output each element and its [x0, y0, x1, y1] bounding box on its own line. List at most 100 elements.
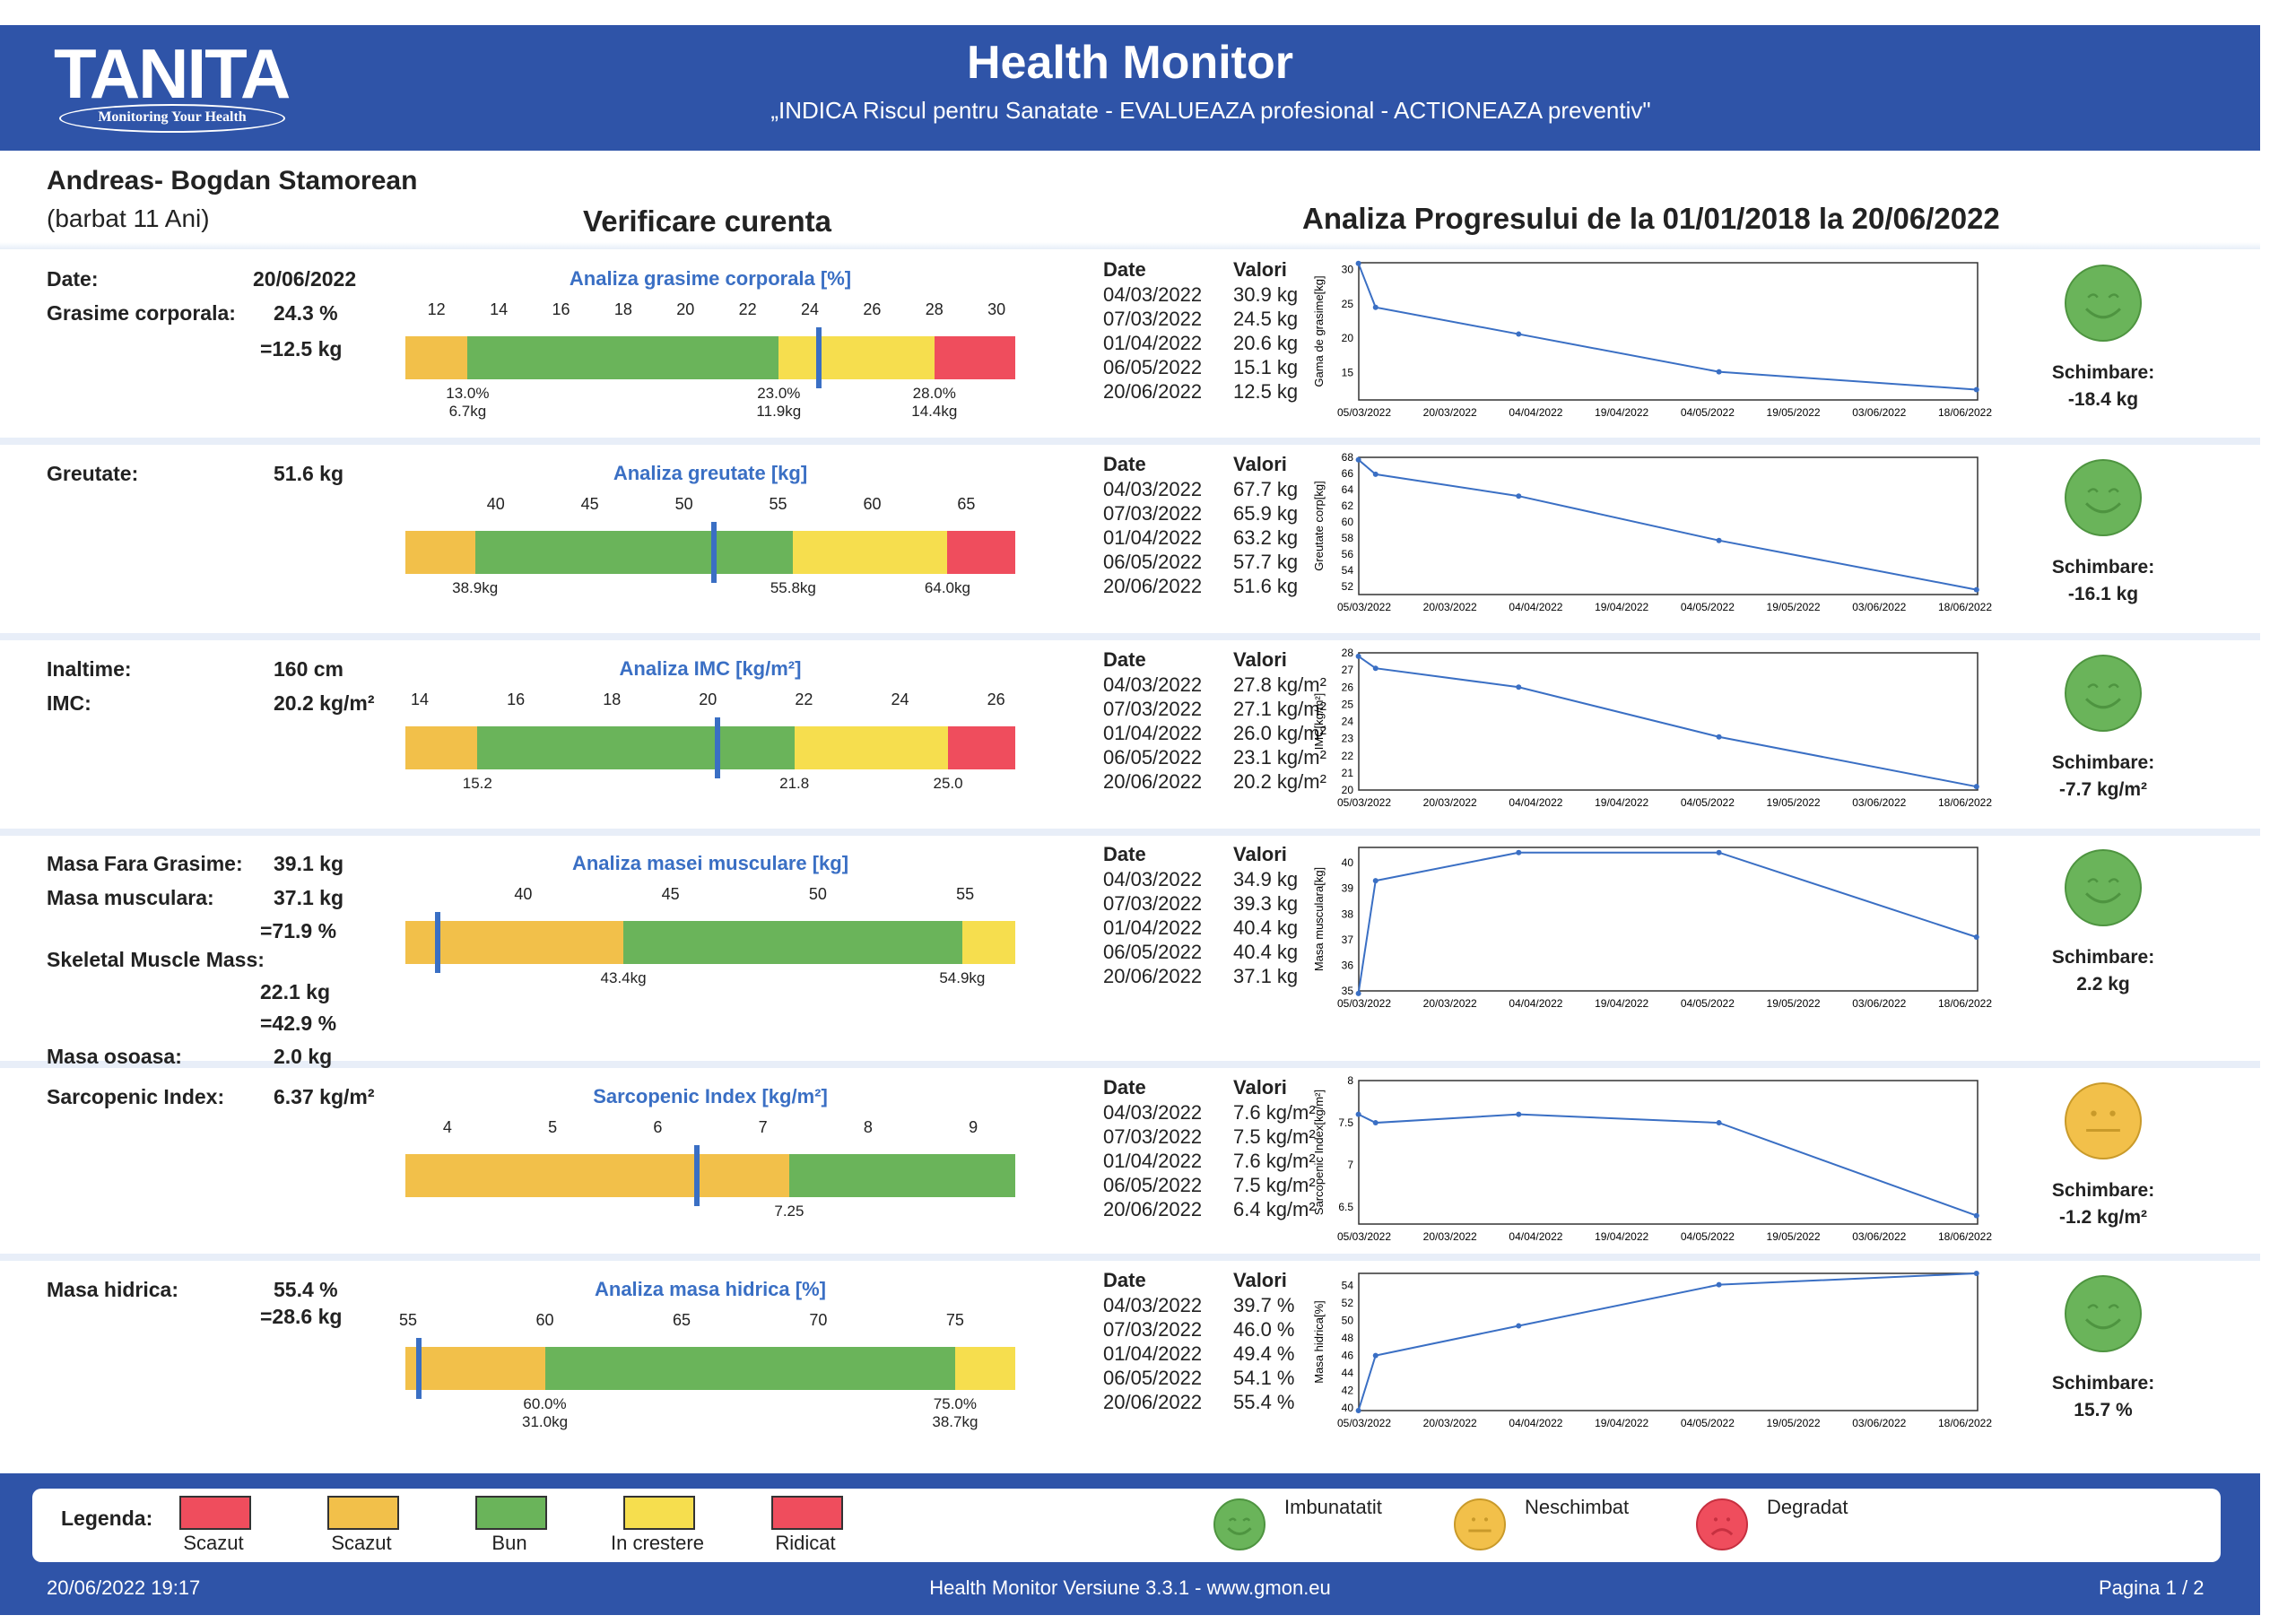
progress-chart: 30 25 20 15 Gama de grasime[kg] 05/03/2022 20/… [1312, 260, 1992, 419]
legend-face-label: Neschimbat [1525, 1496, 1630, 1518]
change-value: 15.7 % [2074, 1400, 2133, 1420]
face-eye [1471, 1517, 1476, 1522]
chart-y-tick: 52 [1342, 580, 1354, 593]
change-label: Schimbare: [2051, 752, 2155, 773]
gauge-ruler [405, 1334, 1015, 1348]
table-header-date: Date [1103, 258, 1146, 281]
threshold-line: 31.0kg [521, 1413, 569, 1430]
change-label: Schimbare: [2051, 1180, 2155, 1201]
gauge-ticks: 4 5 6 7 8 9 [0, 1118, 2296, 1140]
chart-y-tick: 26 [1342, 681, 1354, 693]
gauge-title: Analiza grasime corporala [%] [569, 267, 852, 290]
legend-swatch [771, 1496, 843, 1530]
gauge-tick-label: 8 [863, 1118, 873, 1136]
gauge-threshold-label: 38.9kg [452, 579, 498, 597]
face-eye [1713, 1517, 1718, 1522]
chart-y-tick: 48 [1342, 1332, 1354, 1344]
table-header-values: Valori [1233, 1076, 1287, 1099]
table-date: 01/04/2022 [1103, 1342, 1203, 1365]
row-divider [0, 1061, 2260, 1068]
chart-x-tick: 19/04/2022 [1595, 1417, 1648, 1429]
table-date: 07/03/2022 [1103, 308, 1203, 330]
chart-y-tick: 7 [1347, 1159, 1353, 1171]
chart-point [1716, 734, 1722, 740]
gauge-tick-label: 70 [809, 1311, 828, 1329]
change-box: Schimbare: -18.4 kg [2013, 360, 2193, 413]
chart-x-tick: 04/04/2022 [1509, 1230, 1562, 1243]
field-label: Masa osoasa: [47, 1045, 182, 1068]
chart-x-tick: 18/06/2022 [1938, 1417, 1992, 1429]
table-header-values: Valori [1233, 1269, 1287, 1291]
gauge-tick-label: 22 [795, 690, 813, 708]
table-value: 34.9 kg [1233, 868, 1299, 890]
gauge-tick-label: 7 [758, 1118, 768, 1136]
gauge-segment [405, 336, 468, 379]
table-value: 20.6 kg [1233, 332, 1299, 354]
happy-face-icon [2065, 459, 2142, 536]
header-banner [0, 25, 2260, 151]
field-label: IMC: [47, 691, 91, 715]
face-mouth [1227, 1527, 1252, 1535]
chart-x-tick: 04/04/2022 [1509, 1417, 1562, 1429]
table-value: 55.4 % [1233, 1391, 1295, 1413]
face-eye [2087, 683, 2099, 689]
gauge-tick-label: 14 [411, 690, 430, 708]
gauge-segment [477, 726, 795, 769]
gauge-segment [405, 1347, 545, 1390]
chart-y-tick: 21 [1342, 767, 1354, 779]
gauge-segment [954, 1347, 1015, 1390]
change-label: Schimbare: [2051, 1373, 2155, 1394]
chart-point [1973, 934, 1979, 940]
field-value: 6.37 kg/m² [274, 1085, 375, 1108]
face-eye [2091, 1110, 2097, 1116]
threshold-line: 38.9kg [452, 579, 499, 596]
footer-version: Health Monitor Versiune 3.3.1 - www.gmon… [929, 1576, 1331, 1599]
gauge-bar [405, 921, 1015, 964]
change-label: Schimbare: [2051, 557, 2155, 578]
change-box: Schimbare: -7.7 kg/m² [2013, 750, 2193, 803]
neutral-face-icon [1454, 1498, 1506, 1550]
chart-x-tick: 19/04/2022 [1595, 406, 1648, 419]
chart-y-tick: 54 [1342, 564, 1354, 577]
gauge-tick-label: 24 [801, 300, 820, 318]
chart-point [1372, 471, 1378, 477]
chart-x-tick: 18/06/2022 [1938, 997, 1992, 1010]
chart-x-tick: 05/03/2022 [1337, 796, 1391, 809]
progress-chart: 40 39 38 37 36 35 Masa musculara[kg] 05/03/2022… [1312, 847, 1992, 1010]
table-value: 23.1 kg/m² [1233, 746, 1326, 769]
gauge-tick-label: 55 [956, 885, 975, 903]
chart-x-tick: 04/05/2022 [1681, 601, 1735, 613]
table-value: 27.8 kg/m² [1233, 673, 1326, 696]
gauge-segment [793, 531, 948, 574]
gauge-bar [405, 336, 1015, 379]
chart-y-axis-label: Masa hidrica[%] [1312, 1300, 1326, 1383]
chart-y-tick: 39 [1342, 882, 1354, 895]
chart-point [1372, 878, 1378, 884]
chart-y-tick: 28 [1342, 647, 1354, 659]
gauge-segment [405, 921, 624, 964]
table-date: 01/04/2022 [1103, 722, 1203, 744]
chart-point [1716, 1281, 1722, 1288]
table-value: 37.1 kg [1233, 965, 1299, 987]
gauge-marker [693, 1145, 700, 1206]
chart-frame [1358, 262, 1979, 401]
table-date: 01/04/2022 [1103, 916, 1203, 939]
face-eye [2108, 293, 2119, 299]
chart-y-tick: 46 [1342, 1350, 1354, 1362]
table-date: 01/04/2022 [1103, 332, 1203, 354]
threshold-line: 28.0% [912, 385, 956, 402]
table-value: 40.4 kg [1233, 941, 1299, 963]
table-value: 6.4 kg/m² [1233, 1198, 1316, 1220]
field-value: 37.1 kg [274, 886, 344, 909]
chart-point [1355, 456, 1361, 463]
table-value: 54.1 % [1233, 1367, 1295, 1389]
chart-x-tick: 03/06/2022 [1852, 1417, 1906, 1429]
table-value: 7.6 kg/m² [1233, 1150, 1316, 1172]
chart-x-tick: 19/05/2022 [1767, 997, 1821, 1010]
chart-x-tick: 19/04/2022 [1595, 601, 1648, 613]
field-value: 20.2 kg/m² [274, 691, 375, 715]
table-date: 06/05/2022 [1103, 1367, 1203, 1389]
field-label: Date: [47, 267, 99, 291]
face-eye [2087, 1304, 2099, 1309]
change-box: Schimbare: 15.7 % [2013, 1370, 2193, 1424]
